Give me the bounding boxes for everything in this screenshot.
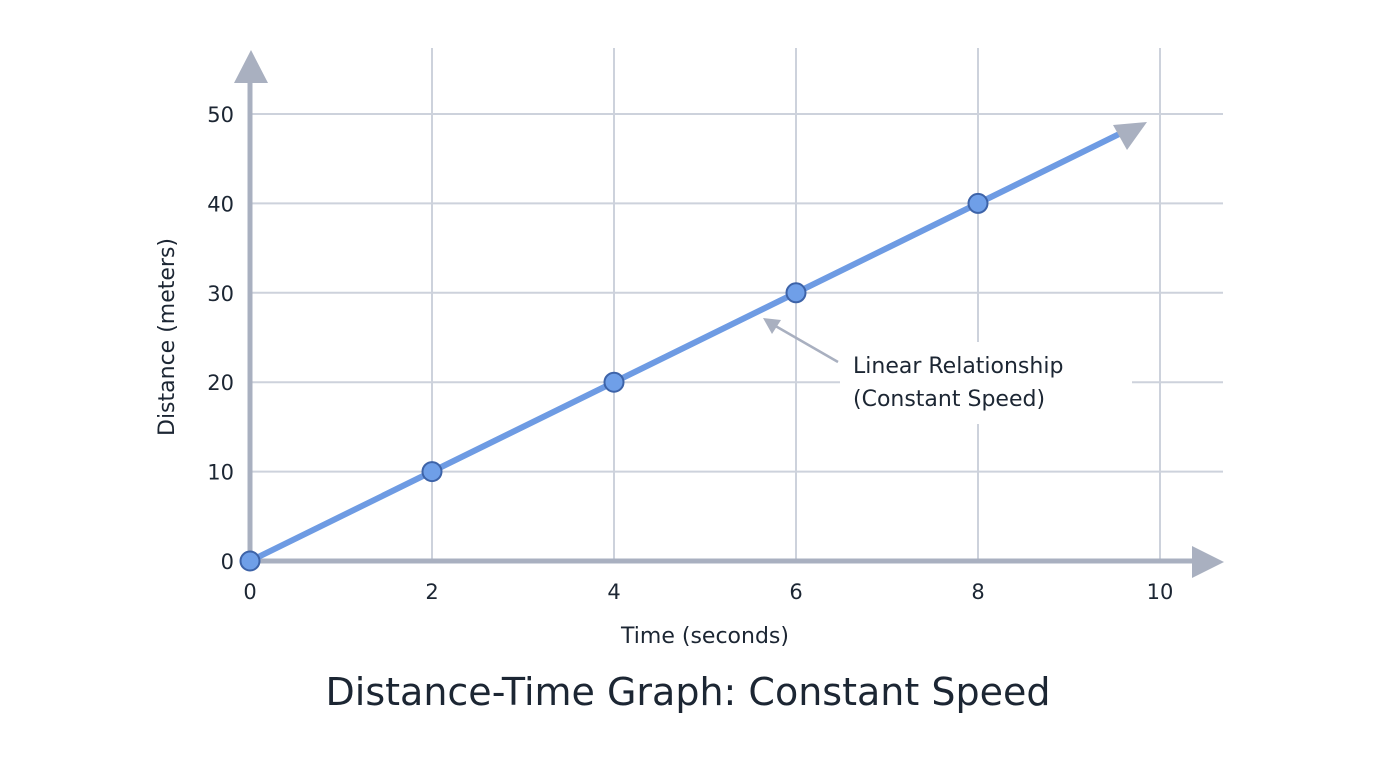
annotation-arrow bbox=[771, 322, 839, 364]
data-point bbox=[421, 461, 443, 483]
x-tick-label: 0 bbox=[243, 580, 256, 604]
annotation-line-2: (Constant Speed) bbox=[853, 387, 1045, 412]
y-tick-label: 10 bbox=[207, 461, 234, 485]
x-axis-arrow-icon bbox=[1192, 546, 1224, 578]
annotation-background bbox=[840, 342, 1132, 424]
x-tick-label: 6 bbox=[789, 580, 802, 604]
data-point bbox=[239, 550, 261, 572]
y-tick-label: 20 bbox=[207, 371, 234, 395]
annotation: Linear Relationship (Constant Speed) bbox=[763, 318, 1063, 412]
data-point bbox=[603, 371, 625, 393]
chart-title: Distance-Time Graph: Constant Speed bbox=[325, 670, 1051, 714]
x-tick-label: 2 bbox=[425, 580, 438, 604]
data-series bbox=[239, 122, 1147, 572]
x-tick-label: 10 bbox=[1147, 580, 1174, 604]
data-point bbox=[967, 192, 989, 214]
data-point bbox=[785, 282, 807, 304]
y-tick-label: 0 bbox=[221, 550, 234, 574]
y-axis-arrow-icon bbox=[234, 50, 268, 83]
x-tick-label: 4 bbox=[607, 580, 620, 604]
x-axis-label: Time (seconds) bbox=[620, 624, 789, 649]
y-tick-label: 30 bbox=[207, 282, 234, 306]
annotation-box bbox=[840, 342, 1132, 424]
line-arrow-icon bbox=[1113, 122, 1147, 150]
y-axis-label: Distance (meters) bbox=[155, 238, 180, 436]
x-tick-label: 8 bbox=[971, 580, 984, 604]
gridlines bbox=[250, 48, 1223, 561]
annotation-line-1: Linear Relationship bbox=[853, 354, 1063, 379]
y-tick-label: 40 bbox=[207, 192, 234, 216]
axes bbox=[234, 50, 1224, 578]
tick-labels: 0 2 4 6 8 10 0 10 20 30 40 50 bbox=[207, 103, 1173, 604]
y-tick-label: 50 bbox=[207, 103, 234, 127]
annotation-arrowhead-icon bbox=[763, 318, 781, 334]
